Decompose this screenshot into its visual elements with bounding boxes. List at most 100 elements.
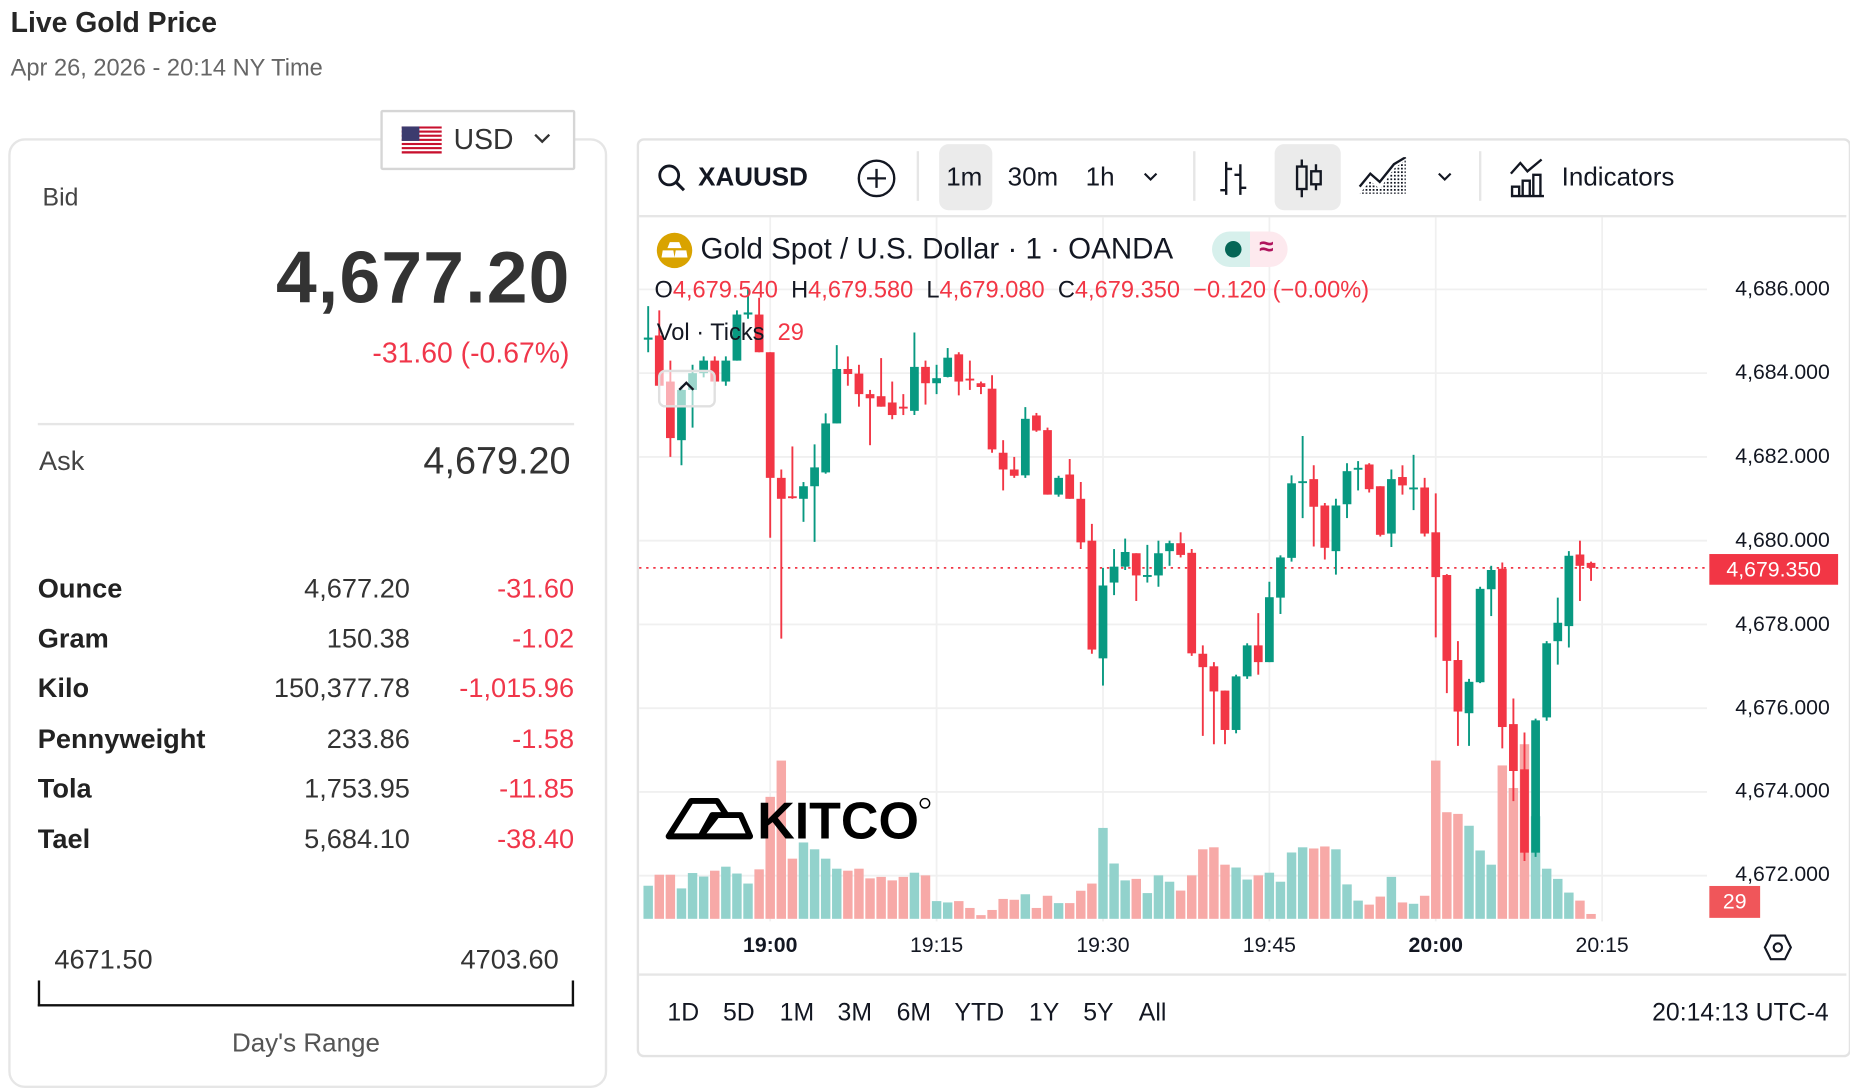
- candle-body: [1264, 597, 1274, 663]
- collapse-legend-button[interactable]: [657, 369, 716, 408]
- volume-bar: [1586, 913, 1596, 919]
- unit-price: 1,753.95: [304, 772, 410, 804]
- kitco-logo: KITCO: [665, 793, 931, 843]
- candle-body: [1309, 479, 1319, 507]
- candle-body: [1209, 666, 1219, 692]
- volume-bar: [665, 874, 676, 919]
- volume-bar: [1508, 787, 1519, 919]
- range-5d[interactable]: 5D: [722, 999, 755, 1027]
- currency-dropdown[interactable]: USD: [380, 109, 576, 171]
- candle-body: [1154, 553, 1163, 576]
- volume-bar: [998, 898, 1008, 919]
- price-chart[interactable]: [639, 217, 1846, 974]
- volume-bar: [1131, 878, 1141, 919]
- range-1d[interactable]: 1D: [667, 999, 700, 1027]
- range-ytd[interactable]: YTD: [954, 999, 1005, 1027]
- volume-bar: [920, 875, 931, 919]
- symbol-description: Gold Spot / U.S. Dollar · 1 · OANDA: [700, 232, 1174, 266]
- time-axis-label: 19:45: [1242, 933, 1296, 957]
- volume-bar: [854, 868, 864, 919]
- volume-bar: [1431, 760, 1441, 919]
- chart-settings-icon[interactable]: [1762, 932, 1793, 963]
- volume-bar: [1453, 813, 1463, 919]
- bottom-divider: [639, 973, 1847, 976]
- candle-body: [1342, 471, 1352, 505]
- volume-bar: [776, 760, 787, 919]
- candle-body: [1287, 483, 1296, 558]
- candles-chart-type-icon[interactable]: [1291, 157, 1326, 200]
- candle-body: [1032, 415, 1041, 431]
- bar-chart-type-icon[interactable]: [1217, 158, 1250, 198]
- candle-body: [643, 337, 653, 340]
- market-status-badge[interactable]: ≈: [1212, 231, 1288, 267]
- candle-body: [876, 396, 886, 407]
- volume-bar: [1220, 864, 1230, 919]
- interval-30m[interactable]: 30m: [1007, 161, 1059, 192]
- volume-bar: [898, 876, 909, 919]
- volume-bar: [1020, 894, 1031, 919]
- volume-bar: [787, 858, 798, 919]
- candle-body: [699, 360, 709, 374]
- candle-body: [810, 467, 819, 487]
- range-6m[interactable]: 6M: [896, 999, 932, 1027]
- unit-row: Ounce 4,677.20 -31.60: [38, 573, 574, 620]
- indicators-button[interactable]: Indicators: [1561, 161, 1675, 192]
- volume-bar: [732, 873, 742, 919]
- high-value: 4,679.580: [808, 277, 914, 304]
- interval-1m[interactable]: 1m: [946, 161, 983, 192]
- volume-bar: [1419, 895, 1430, 919]
- volume-bar: [765, 796, 775, 919]
- candle-body: [1453, 660, 1463, 712]
- volume-bar: [909, 872, 920, 919]
- candle-body: [1298, 481, 1308, 484]
- unit-price: 5,684.10: [304, 823, 410, 855]
- close-label: C: [1057, 277, 1075, 304]
- time-axis-label: 19:15: [909, 933, 964, 957]
- interval-1h[interactable]: 1h: [1085, 161, 1115, 192]
- time-axis-label: 19:00: [743, 933, 798, 957]
- search-icon[interactable]: [657, 163, 688, 194]
- candle-body: [865, 394, 875, 399]
- range-tick-right: [571, 980, 575, 1007]
- volume-bar: [1541, 868, 1552, 919]
- volume-bar: [876, 876, 886, 919]
- candle-body: [1320, 505, 1330, 548]
- volume-bar: [1331, 849, 1341, 919]
- range-1y[interactable]: 1Y: [1028, 999, 1060, 1027]
- range-all[interactable]: All: [1138, 999, 1167, 1027]
- unit-name: Pennyweight: [37, 722, 206, 754]
- volume-bar: [676, 888, 687, 919]
- unit-change: -38.40: [497, 823, 575, 855]
- indicators-icon[interactable]: [1509, 158, 1547, 198]
- symbol-search[interactable]: XAUUSD: [698, 161, 808, 192]
- volume-bar: [942, 902, 953, 919]
- volume-bar: [1442, 812, 1452, 919]
- candle-body: [1109, 566, 1119, 583]
- range-5y[interactable]: 5Y: [1083, 999, 1114, 1027]
- compare-add-icon[interactable]: [856, 158, 896, 198]
- range-3m[interactable]: 3M: [837, 999, 873, 1027]
- page-title: Live Gold Price: [10, 7, 218, 39]
- volume-bar: [865, 878, 875, 919]
- range-1m[interactable]: 1M: [779, 999, 815, 1027]
- price-axis-label: 4,674.000: [1735, 778, 1830, 803]
- chevron-down-icon[interactable]: [1435, 169, 1454, 186]
- chevron-down-icon: [534, 133, 551, 144]
- divider: [37, 422, 575, 426]
- volume-bar: [1464, 825, 1474, 919]
- low-value: 4,679.080: [939, 277, 1045, 304]
- area-chart-type-icon[interactable]: [1358, 157, 1408, 197]
- volume-bar: [1031, 907, 1042, 919]
- candle-body: [976, 383, 986, 387]
- volume-bar: [832, 868, 842, 919]
- candle-body: [654, 335, 664, 386]
- candle-body: [821, 423, 831, 473]
- volume-bar: [1309, 848, 1319, 919]
- candle-body: [1553, 622, 1563, 642]
- volume-bar: [1098, 827, 1108, 919]
- timestamp: Apr 26, 2026 - 20:14 NY Time: [10, 55, 323, 82]
- chevron-down-icon[interactable]: [1141, 169, 1160, 186]
- open-value: 4,679.540: [672, 277, 778, 304]
- candle-body: [1531, 720, 1540, 853]
- volume-bar: [1408, 903, 1419, 919]
